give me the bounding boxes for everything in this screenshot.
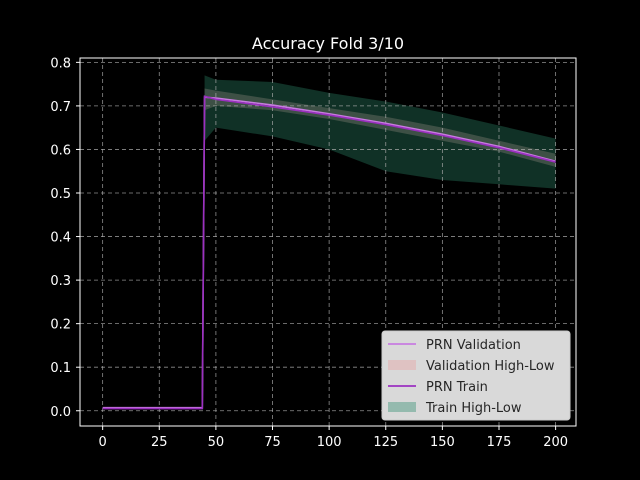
x-tick-label: 100 bbox=[317, 435, 342, 450]
x-tick-label: 75 bbox=[264, 435, 281, 450]
x-tick-label: 175 bbox=[487, 435, 512, 450]
x-axis-ticks: 0 25 50 75 100 125 150 175 200 bbox=[99, 426, 568, 450]
plot-frame bbox=[79, 57, 577, 427]
legend-label-3: Train High-Low bbox=[425, 401, 522, 416]
legend-label-0: PRN Validation bbox=[426, 338, 521, 353]
y-tick-label: 0.5 bbox=[50, 187, 71, 202]
y-tick-label: 0.0 bbox=[50, 405, 71, 420]
x-tick-label: 200 bbox=[543, 435, 568, 450]
x-tick-label: 50 bbox=[208, 435, 225, 450]
y-tick-label: 0.3 bbox=[50, 274, 71, 289]
lines-layer bbox=[102, 95, 556, 410]
legend-box bbox=[381, 330, 571, 421]
legend-swatch-3 bbox=[388, 402, 416, 412]
chart-title: Accuracy Fold 3/10 bbox=[252, 34, 404, 53]
x-tick-label: 150 bbox=[430, 435, 455, 450]
x-tick-label: 25 bbox=[151, 435, 168, 450]
legend-label-2: PRN Train bbox=[426, 380, 488, 395]
legend-label-1: Validation High-Low bbox=[426, 359, 555, 374]
legend: PRN Validation Validation High-Low PRN Tra… bbox=[381, 330, 571, 421]
x-tick-label: 125 bbox=[373, 435, 398, 450]
y-tick-label: 0.7 bbox=[50, 100, 71, 115]
band-train-high-low bbox=[204, 75, 556, 189]
y-tick-label: 0.8 bbox=[50, 56, 71, 71]
legend-swatch-1 bbox=[388, 360, 416, 370]
grid-layer bbox=[80, 58, 576, 426]
x-tick-label: 0 bbox=[99, 435, 107, 450]
y-tick-label: 0.6 bbox=[50, 143, 71, 158]
y-tick-label: 0.2 bbox=[50, 318, 71, 333]
series-line-prn-train bbox=[102, 95, 556, 410]
y-tick-label: 0.1 bbox=[50, 361, 71, 376]
y-axis-ticks: 0.0 0.1 0.2 0.3 0.4 0.5 0.6 0.7 0.8 bbox=[50, 56, 80, 420]
y-tick-label: 0.4 bbox=[50, 231, 71, 246]
